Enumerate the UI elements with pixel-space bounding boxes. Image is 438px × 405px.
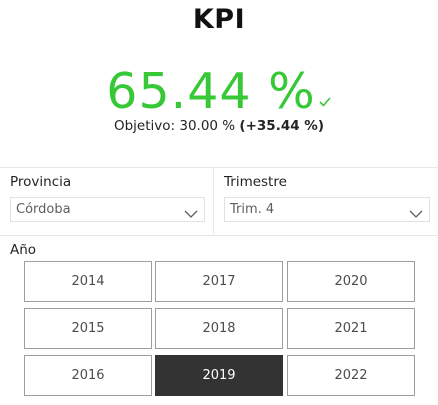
year-button[interactable]: 2017 [155,261,283,302]
divider [0,167,438,168]
kpi-goal: Objetivo: 30.00 % (+35.44 %) [0,118,438,134]
year-button[interactable]: 2021 [287,308,415,349]
provincia-selected-value: Córdoba [16,202,71,217]
year-slicer: Año 2014 2017 2020 2015 2018 2021 2016 2… [0,236,438,405]
year-label: Año [10,242,37,258]
kpi-goal-text: Objetivo: 30.00 % [113,118,240,134]
year-button[interactable]: 2018 [155,308,283,349]
chevron-down-icon [409,204,423,218]
divider [0,235,438,236]
year-button[interactable]: 2016 [24,355,152,396]
year-button[interactable]: 2022 [287,355,415,396]
trimestre-label: Trimestre [224,174,287,190]
kpi-title: KPI [192,4,246,35]
chevron-down-icon [184,204,198,218]
trimestre-dropdown[interactable]: Trim. 4 [224,197,430,222]
kpi-value: 65.44 % [106,63,316,120]
year-button[interactable]: 2020 [287,261,415,302]
trimestre-selected-value: Trim. 4 [230,202,275,217]
provincia-slicer: Provincia Córdoba [0,168,213,234]
provincia-dropdown[interactable]: Córdoba [10,197,205,222]
kpi-card: KPI 65.44 % Objetivo: 30.00 % (+35.44 %) [0,0,438,158]
checkmark-icon [318,94,332,108]
divider [213,168,214,234]
year-button[interactable]: 2019 [155,355,283,396]
trimestre-slicer: Trimestre Trim. 4 [214,168,438,234]
kpi-goal-delta: (+35.44 %) [239,118,325,134]
year-button[interactable]: 2015 [24,308,152,349]
year-button[interactable]: 2014 [24,261,152,302]
provincia-label: Provincia [10,174,72,190]
kpi-value-row: 65.44 % [0,62,438,122]
